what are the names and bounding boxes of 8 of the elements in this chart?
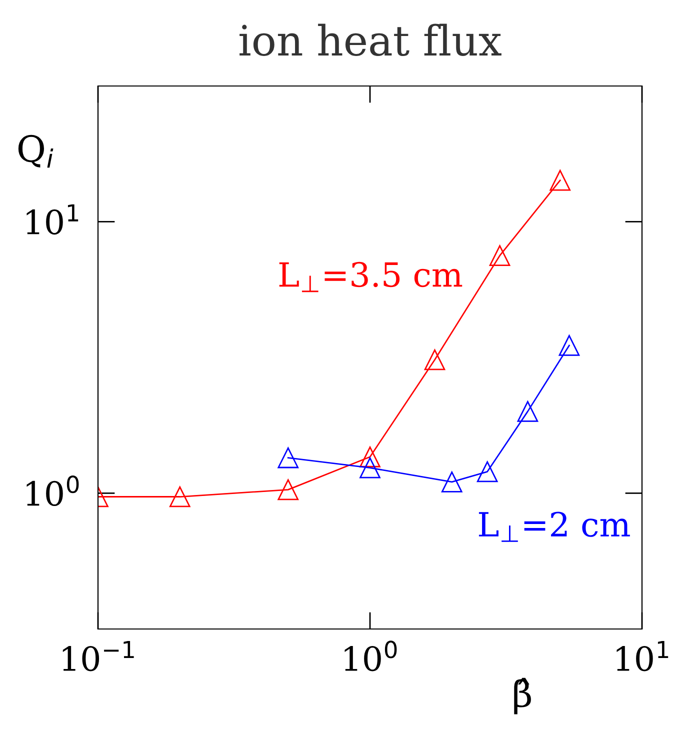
series-label: L$_{⊥}$=2 cm bbox=[478, 512, 630, 542]
x-tick-label: 10$^{0}$ bbox=[344, 640, 397, 672]
x-tick-label: 10$^{−1}$ bbox=[62, 640, 134, 672]
chart-title: ion heat flux bbox=[240, 24, 502, 56]
x-tick-label: 10$^{1}$ bbox=[616, 640, 668, 672]
series-label: L$_{⊥}$=3.5 cm bbox=[279, 262, 462, 292]
y-axis-title: Q$_{i}$ bbox=[18, 134, 54, 168]
x-axis-title: β̂ bbox=[514, 678, 531, 714]
